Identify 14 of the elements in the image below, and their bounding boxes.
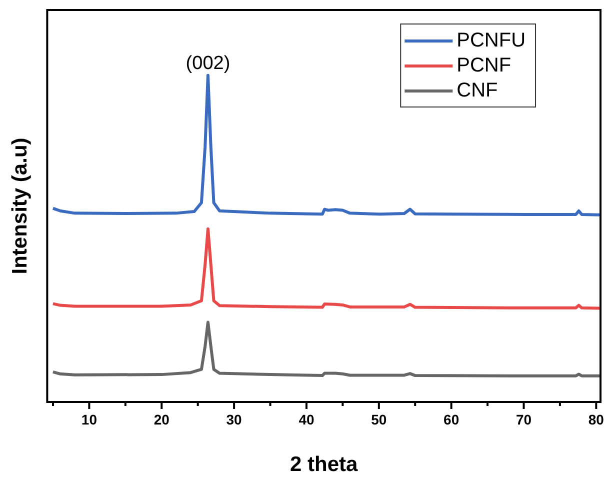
x-tick-label: 70 (516, 411, 532, 428)
x-tick-label: 40 (298, 411, 314, 428)
annotation: (002) (186, 53, 230, 74)
legend-label: PCNFU (456, 30, 526, 52)
legend-label: CNF (456, 80, 498, 102)
x-tick-label: 20 (154, 411, 170, 428)
x-axis-title: 2 theta (290, 453, 358, 476)
x-tick-label: 50 (371, 411, 387, 428)
x-tick-label: 30 (226, 411, 242, 428)
y-axis-title: Intensity (a.u) (8, 138, 32, 274)
legend-label: PCNF (456, 54, 512, 77)
x-tick-label: 80 (588, 411, 604, 428)
x-tick-label: 10 (81, 411, 98, 428)
x-tick-label: 60 (444, 411, 460, 428)
